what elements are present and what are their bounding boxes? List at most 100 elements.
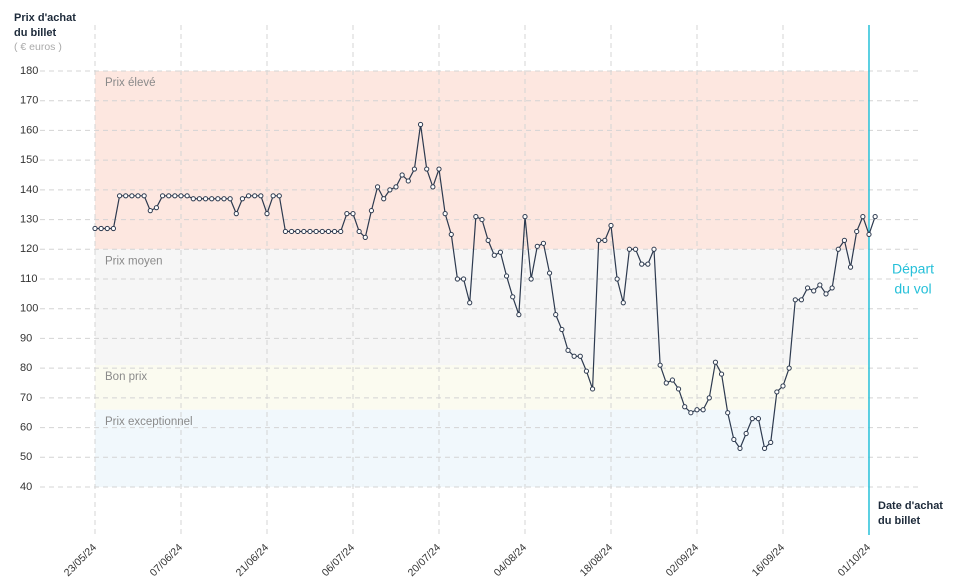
price-point [804,285,811,291]
price-point [577,353,583,359]
price-point [675,386,682,392]
price-point [424,166,430,172]
y-tick-label: 80 [20,362,32,374]
price-point [288,228,295,235]
price-point [718,371,725,377]
x-tick-label: 16/09/24 [750,541,787,578]
x-tick-label: 02/09/24 [664,541,701,578]
price-point [725,410,731,416]
price-point [221,196,227,202]
price-point [325,228,332,235]
price-point [331,228,338,235]
band-label: Prix élevé [105,77,156,89]
price-point [467,300,473,306]
price-point [245,193,252,199]
x-tick-label: 01/10/24 [836,541,873,578]
price-point [129,193,135,199]
price-point [282,228,289,235]
price-band [95,249,869,366]
price-point [534,243,540,249]
price-point [215,196,221,202]
price-point [755,416,762,422]
band-label: Prix exceptionnel [105,416,193,428]
y-tick-label: 50 [20,451,32,463]
price-point [98,225,104,232]
price-point [651,246,657,252]
band-label: Bon prix [105,371,147,383]
price-point [608,222,614,229]
price-point [417,121,424,128]
price-point [190,196,196,202]
price-point [116,193,123,199]
price-point [688,410,694,416]
price-point [682,404,688,410]
price-point [571,353,577,359]
price-point [860,214,866,220]
price-point [540,240,547,246]
price-point [792,297,798,303]
price-point [153,205,160,211]
price-point [811,288,817,294]
price-point [632,246,639,252]
price-point [743,430,749,437]
price-point [786,365,792,371]
y-tick-label: 60 [20,421,32,433]
band-label: Prix moyen [105,255,163,267]
departure-label: Départ [892,261,934,277]
y-tick-label: 70 [20,392,32,404]
price-point [516,312,522,318]
price-point [620,300,626,306]
price-point [362,234,368,240]
price-point [841,237,848,243]
price-point [565,347,571,353]
price-point [731,436,737,443]
y-axis-unit: ( € euros ) [14,41,62,53]
price-point [233,211,239,217]
price-point [479,216,485,223]
price-point [405,178,411,184]
price-point [381,196,387,202]
price-point [356,228,362,235]
price-point [510,294,516,300]
price-point [626,246,633,252]
price-point [712,359,719,365]
price-point [454,276,461,282]
price-point [141,193,147,199]
price-point [847,264,854,270]
y-tick-label: 40 [20,481,32,493]
price-point [522,214,528,220]
price-point [227,196,233,202]
price-point [307,228,313,235]
y-tick-label: 170 [20,95,38,107]
price-point [817,282,823,288]
price-point [147,208,153,214]
x-tick-label: 06/07/24 [320,541,357,578]
price-point [589,386,596,392]
price-point [209,196,215,202]
price-point [92,225,98,232]
price-point [104,225,110,232]
price-point [503,273,510,279]
price-point [202,196,209,202]
price-point [350,211,356,217]
price-point [866,231,872,238]
y-axis-title: du billet [14,27,57,39]
price-point [614,276,620,282]
price-point [639,261,645,267]
price-point [798,297,805,303]
price-band [95,409,869,487]
price-point [411,166,418,172]
x-tick-label: 18/08/24 [578,541,615,578]
price-point [700,407,706,413]
price-point [485,237,491,243]
price-point [368,208,375,214]
price-point [110,225,117,232]
price-point [166,193,172,199]
price-point [448,231,454,238]
price-point [663,380,669,386]
price-point [430,184,436,190]
x-tick-label: 04/08/24 [492,541,529,578]
price-point [546,270,553,276]
x-tick-label: 23/05/24 [62,541,99,578]
price-point [602,237,608,243]
